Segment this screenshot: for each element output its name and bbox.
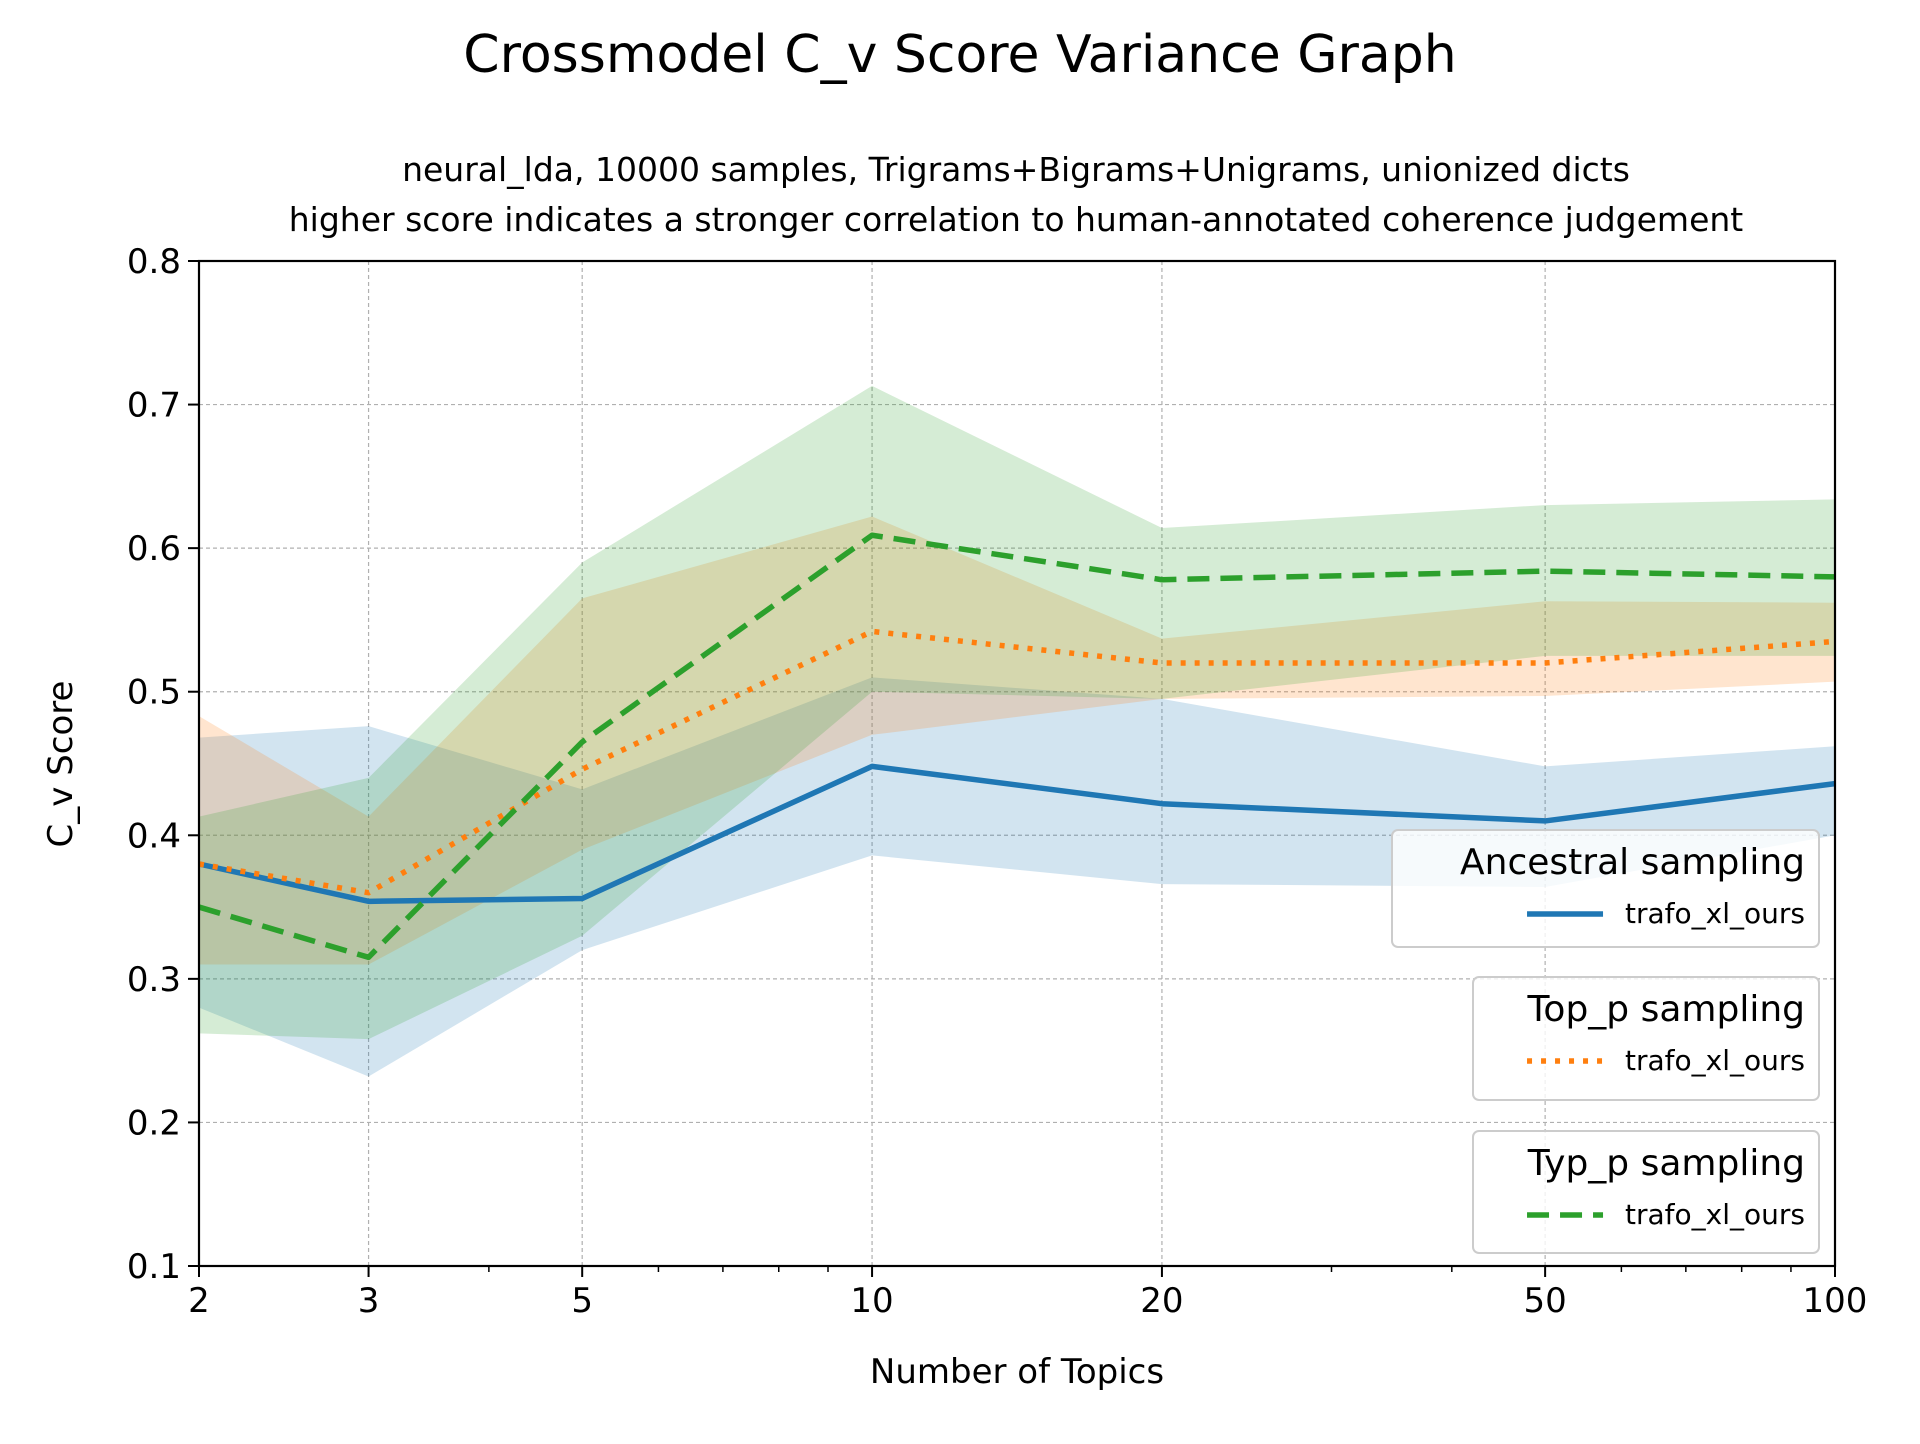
y-tick-label: 0.1	[127, 1247, 181, 1287]
y-tick-label: 0.7	[127, 386, 181, 426]
y-tick-label: 0.8	[127, 242, 181, 282]
legend-entry-label: trafo_xl_ours	[1625, 1198, 1805, 1231]
y-tick-label: 0.3	[127, 960, 181, 1000]
legend-frame	[1472, 976, 1820, 1101]
x-tick-label: 20	[1140, 1281, 1183, 1321]
legend-box: Typ_p sampling trafo_xl_ours	[1472, 1130, 1820, 1254]
x-tick-label: 10	[850, 1281, 893, 1321]
variance-band	[199, 385, 1835, 1040]
plot-frame	[197, 259, 1837, 1268]
legend-frame	[1472, 1130, 1820, 1254]
legend-title: Top_p sampling	[1527, 989, 1805, 1030]
legend-box: Ancestral sampling trafo_xl_ours	[1391, 829, 1820, 948]
axis-ticks: 2 3 5 10 20 50 100 0.1 0.2 0.3 0.4 0.5 0.6 0.7 0.8	[127, 242, 1868, 1321]
x-axis-label: Number of Topics	[870, 1352, 1164, 1392]
y-tick-label: 0.6	[127, 529, 181, 569]
x-tick-label: 100	[1803, 1281, 1868, 1321]
legend-entry-label: trafo_xl_ours	[1625, 897, 1805, 930]
variance-band	[199, 516, 1835, 965]
chart-title: Crossmodel C_v Score Variance Graph	[463, 25, 1456, 85]
variance-band	[199, 677, 1835, 1077]
chart-subtitle-line-2: higher score indicates a stronger correl…	[289, 200, 1744, 239]
y-tick-label: 0.4	[127, 816, 181, 856]
y-axis-label: C_v Score	[41, 681, 81, 848]
legend-entry-label: trafo_xl_ours	[1625, 1044, 1805, 1077]
series-line	[198, 763, 1836, 905]
y-tick-label: 0.5	[127, 673, 181, 713]
x-tick-label: 5	[571, 1281, 593, 1321]
series-lines	[198, 532, 1836, 961]
series-line	[198, 532, 1836, 961]
chart-subtitle-line-1: neural_lda, 10000 samples, Trigrams+Bigr…	[402, 150, 1630, 189]
x-tick-label: 2	[188, 1281, 210, 1321]
legend-box: Top_p sampling trafo_xl_ours	[1472, 976, 1820, 1101]
legend-title: Typ_p sampling	[1527, 1143, 1805, 1184]
series-line	[198, 628, 1836, 896]
x-tick-label: 50	[1523, 1281, 1566, 1321]
legend-frame	[1391, 829, 1820, 948]
variance-bands	[199, 385, 1835, 1077]
x-tick-label: 3	[358, 1281, 380, 1321]
y-tick-label: 0.2	[127, 1103, 181, 1143]
legend-title: Ancestral sampling	[1460, 842, 1805, 883]
